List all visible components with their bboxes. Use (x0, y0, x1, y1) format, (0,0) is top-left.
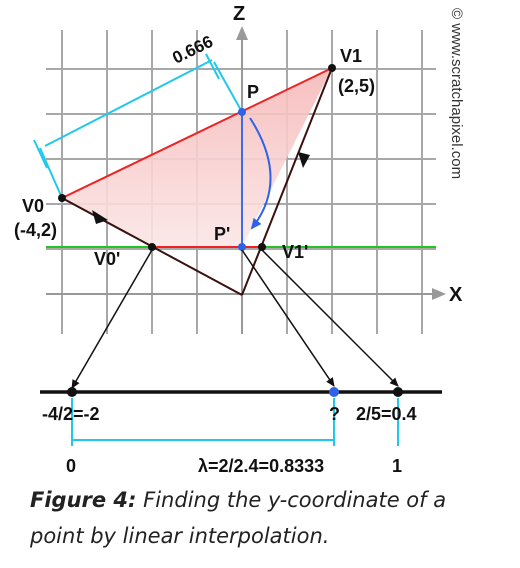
vertex-v1 (328, 64, 336, 72)
v1-label: V1 (340, 46, 362, 66)
v1-proj-label: V1' (282, 242, 308, 262)
p-label: P (247, 82, 259, 102)
edge-v1-eye (241, 67, 333, 296)
left-value-label: -4/2=-2 (42, 404, 100, 424)
v1-coord: (2,5) (338, 76, 375, 96)
map-right (261, 249, 399, 387)
watermark: © www.scratchapixel.com (448, 8, 465, 179)
unknown-label: ? (329, 404, 340, 424)
lambda-label: λ=2/2.4=0.8333 (198, 456, 324, 476)
point-p-proj (238, 243, 246, 251)
lambda-indicator (71, 398, 399, 446)
figure-caption-text: Finding the y-coordinate of a point by l… (30, 488, 447, 548)
arrow-v0-down (92, 210, 108, 224)
figure-caption: Figure 4: Finding the y-coordinate of a … (30, 482, 500, 554)
number-line-unknown-point (329, 387, 339, 397)
map-middle (241, 249, 335, 387)
p-rotation-arc (249, 117, 272, 230)
edge-v0-v1 (61, 67, 333, 199)
number-line-right-point (393, 387, 403, 397)
one-label: 1 (392, 456, 402, 476)
distance-indicator (33, 53, 243, 199)
vertex-v0-proj (148, 243, 156, 251)
x-axis-arrow (432, 288, 446, 300)
vertex-v1-proj (258, 243, 266, 251)
vertex-v0 (58, 194, 66, 202)
zero-label: 0 (66, 456, 76, 476)
z-axis-arrow (236, 26, 248, 40)
arrow-v1-down (298, 152, 310, 168)
z-axis-label: Z (233, 3, 245, 25)
v0-proj-label: V0' (94, 249, 120, 269)
interpolation-diagram: Z X 0.666 V1 (2,5) V0 (-4,2) P P' V0' V1… (14, 3, 465, 476)
v0-label: V0 (22, 196, 44, 216)
figure-caption-label: Figure 4: (30, 488, 137, 512)
point-p (238, 108, 246, 116)
v0-coord: (-4,2) (14, 220, 57, 240)
p-proj-label: P' (214, 224, 230, 244)
right-value-label: 2/5=0.4 (356, 404, 417, 424)
map-left (71, 249, 153, 389)
x-axis-label: X (449, 284, 463, 306)
number-line-left-point (67, 387, 77, 397)
triangle-fill (62, 68, 332, 247)
